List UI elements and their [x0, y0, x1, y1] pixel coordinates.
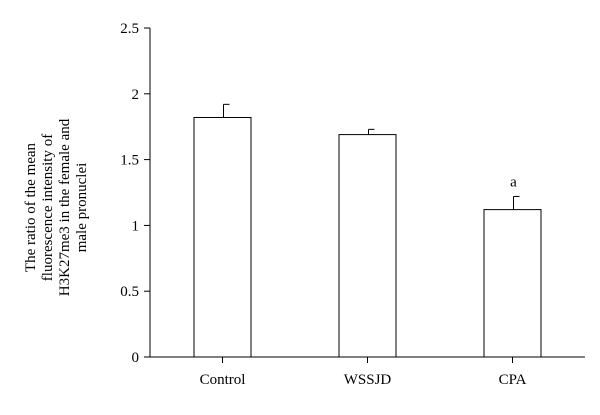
y-tick-label: 0 — [132, 350, 140, 366]
annotation-cpa: a — [510, 174, 517, 190]
y-axis-label: The ratio of the mean fluorescence intens… — [23, 118, 90, 296]
category-label-cpa: CPA — [499, 372, 527, 388]
bar-cpa — [483, 209, 542, 358]
y-axis-label-line: fluorescence intensity of — [40, 134, 56, 281]
category-label-control: Control — [200, 372, 246, 388]
y-tick-label: 1 — [132, 218, 140, 234]
bar-wssjd — [338, 134, 397, 358]
y-axis-label-line: male pronuclei — [74, 163, 90, 253]
labels: 0 0.5 1 1.5 2 2.5 Control WSSJD a CPA — [120, 21, 526, 388]
bars — [193, 103, 542, 358]
category-label-wssjd: WSSJD — [344, 372, 392, 388]
y-tick-label: 1.5 — [120, 153, 139, 169]
y-axis-label-line: The ratio of the mean — [23, 142, 39, 272]
y-tick-label: 2.5 — [120, 21, 139, 37]
y-axis-label-line: H3K27me3 in the female and — [57, 118, 73, 296]
y-tick-label: 0.5 — [120, 284, 139, 300]
bar-control — [193, 116, 252, 358]
y-tick-label: 2 — [132, 87, 140, 103]
